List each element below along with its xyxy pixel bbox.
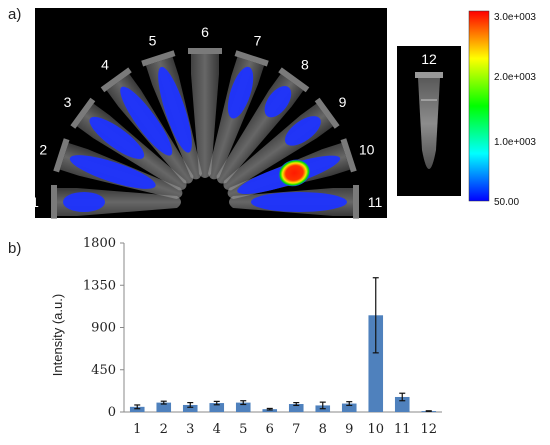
tube-6 — [188, 48, 222, 178]
tube-label-12: 12 — [421, 51, 437, 67]
bar-9 — [341, 403, 357, 412]
error-bar-10 — [372, 277, 379, 354]
tube-label-2: 2 — [39, 141, 47, 157]
tube-3 — [70, 97, 187, 191]
tube-2 — [53, 138, 183, 200]
x-tick-label: 10 — [367, 422, 384, 437]
tube-label-6: 6 — [201, 24, 209, 40]
tube-9 — [223, 97, 340, 191]
error-bar-2 — [160, 400, 167, 405]
tube-12 — [415, 72, 443, 169]
bar-5 — [235, 402, 251, 412]
tube-label-8: 8 — [301, 56, 309, 72]
bar-11 — [394, 396, 410, 412]
tube-label-3: 3 — [64, 94, 72, 110]
error-bar-1 — [134, 404, 141, 410]
x-tick-label: 4 — [213, 422, 221, 437]
error-bar-9 — [346, 401, 353, 407]
tube-11 — [229, 185, 359, 219]
tube-label-7: 7 — [254, 32, 262, 48]
bar-4 — [209, 403, 225, 412]
colorbar-tick-label: 1.0e+003 — [494, 137, 536, 148]
x-tick-label: 8 — [319, 422, 327, 437]
colorbar-max-label: 3.0e+003 — [494, 12, 536, 23]
tube-label-11: 11 — [368, 194, 383, 210]
x-tick-label: 12 — [420, 422, 437, 437]
x-tick-label: 7 — [292, 422, 300, 437]
x-tick-label: 1 — [133, 422, 141, 437]
tube-10 — [227, 138, 357, 200]
x-tick-label: 9 — [345, 422, 353, 437]
tube-label-9: 9 — [339, 94, 347, 110]
error-bar-3 — [187, 402, 194, 408]
tube-array: 1 2 3 4 5 6 7 8 9 10 11 — [31, 24, 382, 219]
x-tick-label: 6 — [266, 422, 274, 437]
colorbar-tick-label: 2.0e+003 — [494, 72, 536, 83]
y-tick-label: 900 — [91, 321, 116, 336]
y-axis-label: Intensity (a.u.) — [50, 294, 65, 376]
bar-10 — [368, 315, 384, 412]
y-tick-label: 1350 — [83, 278, 116, 293]
error-bar-11 — [399, 392, 406, 402]
y-tick-label: 450 — [91, 363, 116, 378]
tube-label-1: 1 — [31, 194, 39, 210]
tube-1 — [51, 185, 181, 219]
x-tick-label: 11 — [394, 422, 411, 437]
tube-7 — [207, 50, 269, 180]
y-tick-label: 1800 — [83, 236, 116, 251]
tube-label-5: 5 — [149, 32, 157, 48]
x-tick-label: 5 — [239, 422, 247, 437]
error-bar-7 — [293, 402, 300, 407]
bar-7 — [288, 404, 304, 412]
error-bar-8 — [319, 401, 326, 410]
panel-label-a: a) — [8, 6, 22, 23]
tube-5 — [141, 50, 203, 180]
tube-8 — [216, 67, 310, 184]
tube-label-10: 10 — [359, 141, 375, 157]
x-tick-label: 3 — [186, 422, 194, 437]
colorbar — [468, 10, 490, 202]
x-tick-label: 2 — [160, 422, 168, 437]
error-bar-12 — [425, 410, 432, 412]
bar-1 — [129, 406, 145, 412]
tube-label-4: 4 — [101, 56, 109, 72]
tube-4 — [100, 67, 194, 184]
y-tick-label: 0 — [108, 405, 116, 420]
error-bar-5 — [240, 400, 247, 406]
error-bar-4 — [213, 400, 220, 406]
error-bar-6 — [266, 407, 273, 411]
bar-6 — [262, 409, 278, 412]
colorbar-min-label: 50.00 — [494, 197, 519, 208]
panel-label-b: b) — [8, 240, 22, 257]
bar-2 — [156, 402, 172, 412]
bar-3 — [182, 404, 198, 412]
